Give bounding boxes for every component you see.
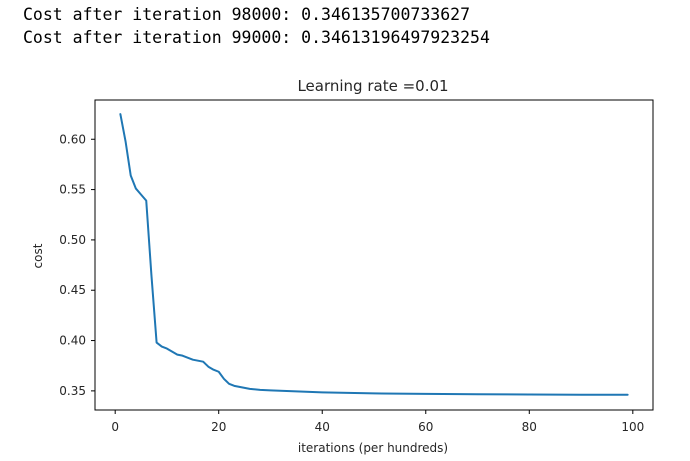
plot-frame — [94, 99, 654, 411]
y-tick-label: 0.55 — [59, 183, 86, 197]
x-tick-label: 80 — [522, 420, 537, 434]
x-tick-label: 20 — [211, 420, 226, 434]
x-tick-label: 60 — [418, 420, 433, 434]
console-output: Cost after iteration 98000: 0.3461357007… — [0, 0, 690, 57]
x-tick-label: 40 — [315, 420, 330, 434]
x-tick-label: 100 — [621, 420, 644, 434]
cost-line — [119, 113, 629, 396]
chart-title: Learning rate =0.01 — [297, 77, 448, 95]
y-tick-label: 0.50 — [59, 233, 86, 247]
x-axis-label: iterations (per hundreds) — [298, 441, 448, 455]
y-tick-label: 0.45 — [59, 283, 86, 297]
y-tick-label: 0.40 — [59, 334, 86, 348]
x-axis: 0 20 40 60 80 100 — [111, 410, 644, 434]
y-axis-label: cost — [31, 243, 45, 268]
x-tick-label: 0 — [111, 420, 119, 434]
y-tick-label: 0.60 — [59, 132, 86, 146]
console-line: Cost after iteration 99000: 0.3461319649… — [23, 28, 490, 47]
y-axis: 0.35 0.40 0.45 0.50 0.55 0.60 — [59, 132, 95, 398]
console-line: Cost after iteration 98000: 0.3461357007… — [23, 5, 471, 24]
y-tick-label: 0.35 — [59, 384, 86, 398]
